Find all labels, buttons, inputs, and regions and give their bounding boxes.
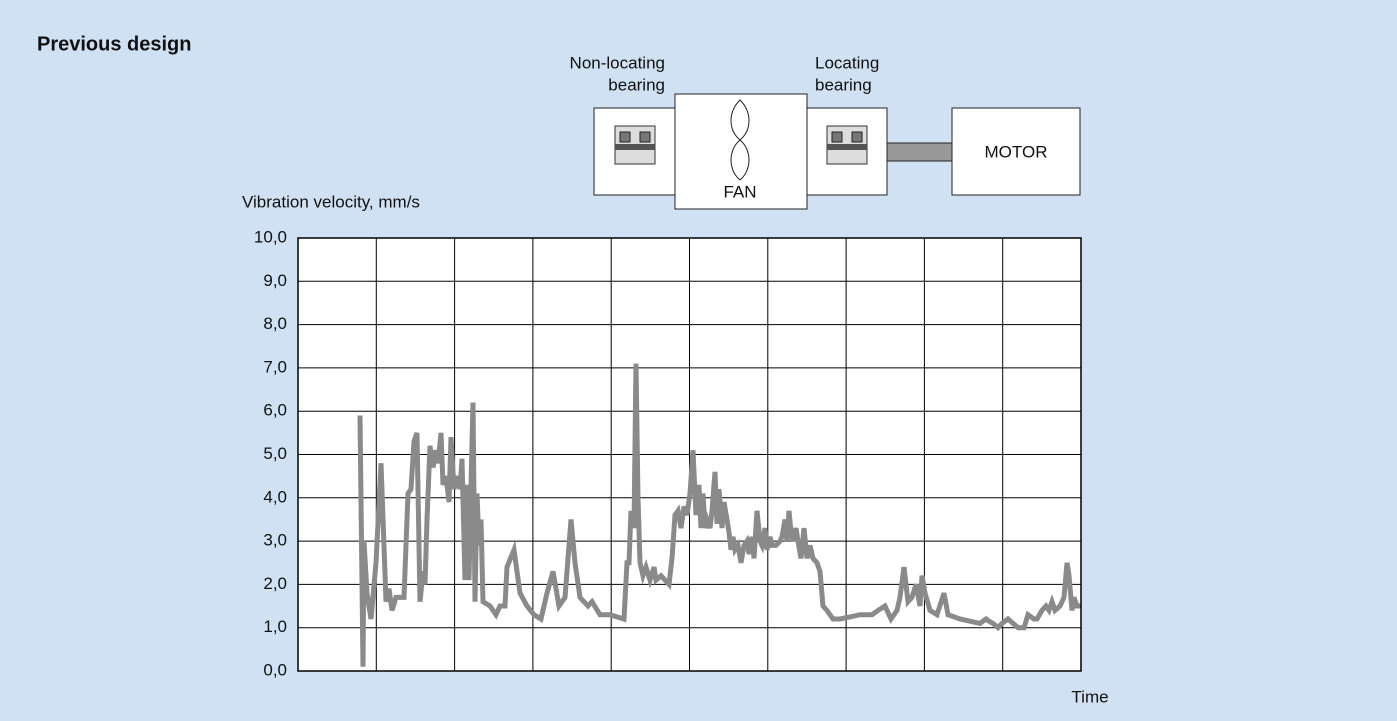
machine-diagram: Non-locating bearing Locating bearing FA…	[570, 53, 1081, 210]
y-tick-label: 4,0	[263, 487, 287, 506]
y-tick-label: 6,0	[263, 401, 287, 420]
y-axis-label: Vibration velocity, mm/s	[242, 192, 420, 211]
y-tick-label: 8,0	[263, 314, 287, 333]
y-tick-label: 7,0	[263, 357, 287, 376]
motor-label: MOTOR	[985, 142, 1048, 161]
x-axis-label: Time	[1071, 687, 1108, 706]
page-title: Previous design	[37, 33, 192, 55]
bearing-label: Locating	[815, 53, 879, 72]
y-tick-label: 3,0	[263, 531, 287, 550]
bearing-label: Non-locating	[570, 53, 665, 72]
y-tick-label: 2,0	[263, 574, 287, 593]
fan-icon	[730, 99, 750, 181]
y-tick-label: 10,0	[254, 227, 287, 246]
data-line	[357, 363, 1081, 667]
y-tick-label: 1,0	[263, 617, 287, 636]
bearing-label: bearing	[815, 75, 872, 94]
y-tick-label: 0,0	[263, 660, 287, 679]
fan-box	[674, 93, 808, 210]
plot	[357, 363, 1081, 667]
motor-box	[951, 107, 1081, 196]
fan-label: FAN	[723, 182, 756, 201]
y-tick-label: 5,0	[263, 444, 287, 463]
y-tick-label: 9,0	[263, 271, 287, 290]
shaft	[886, 142, 953, 162]
bearing-icon	[614, 125, 656, 165]
bearing-label: bearing	[608, 75, 665, 94]
plot-border	[297, 237, 1082, 672]
bearing-icon	[826, 125, 868, 165]
